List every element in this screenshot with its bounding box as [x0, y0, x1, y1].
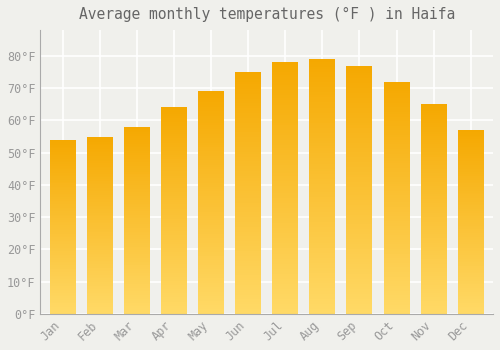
Title: Average monthly temperatures (°F ) in Haifa: Average monthly temperatures (°F ) in Ha… — [78, 7, 455, 22]
